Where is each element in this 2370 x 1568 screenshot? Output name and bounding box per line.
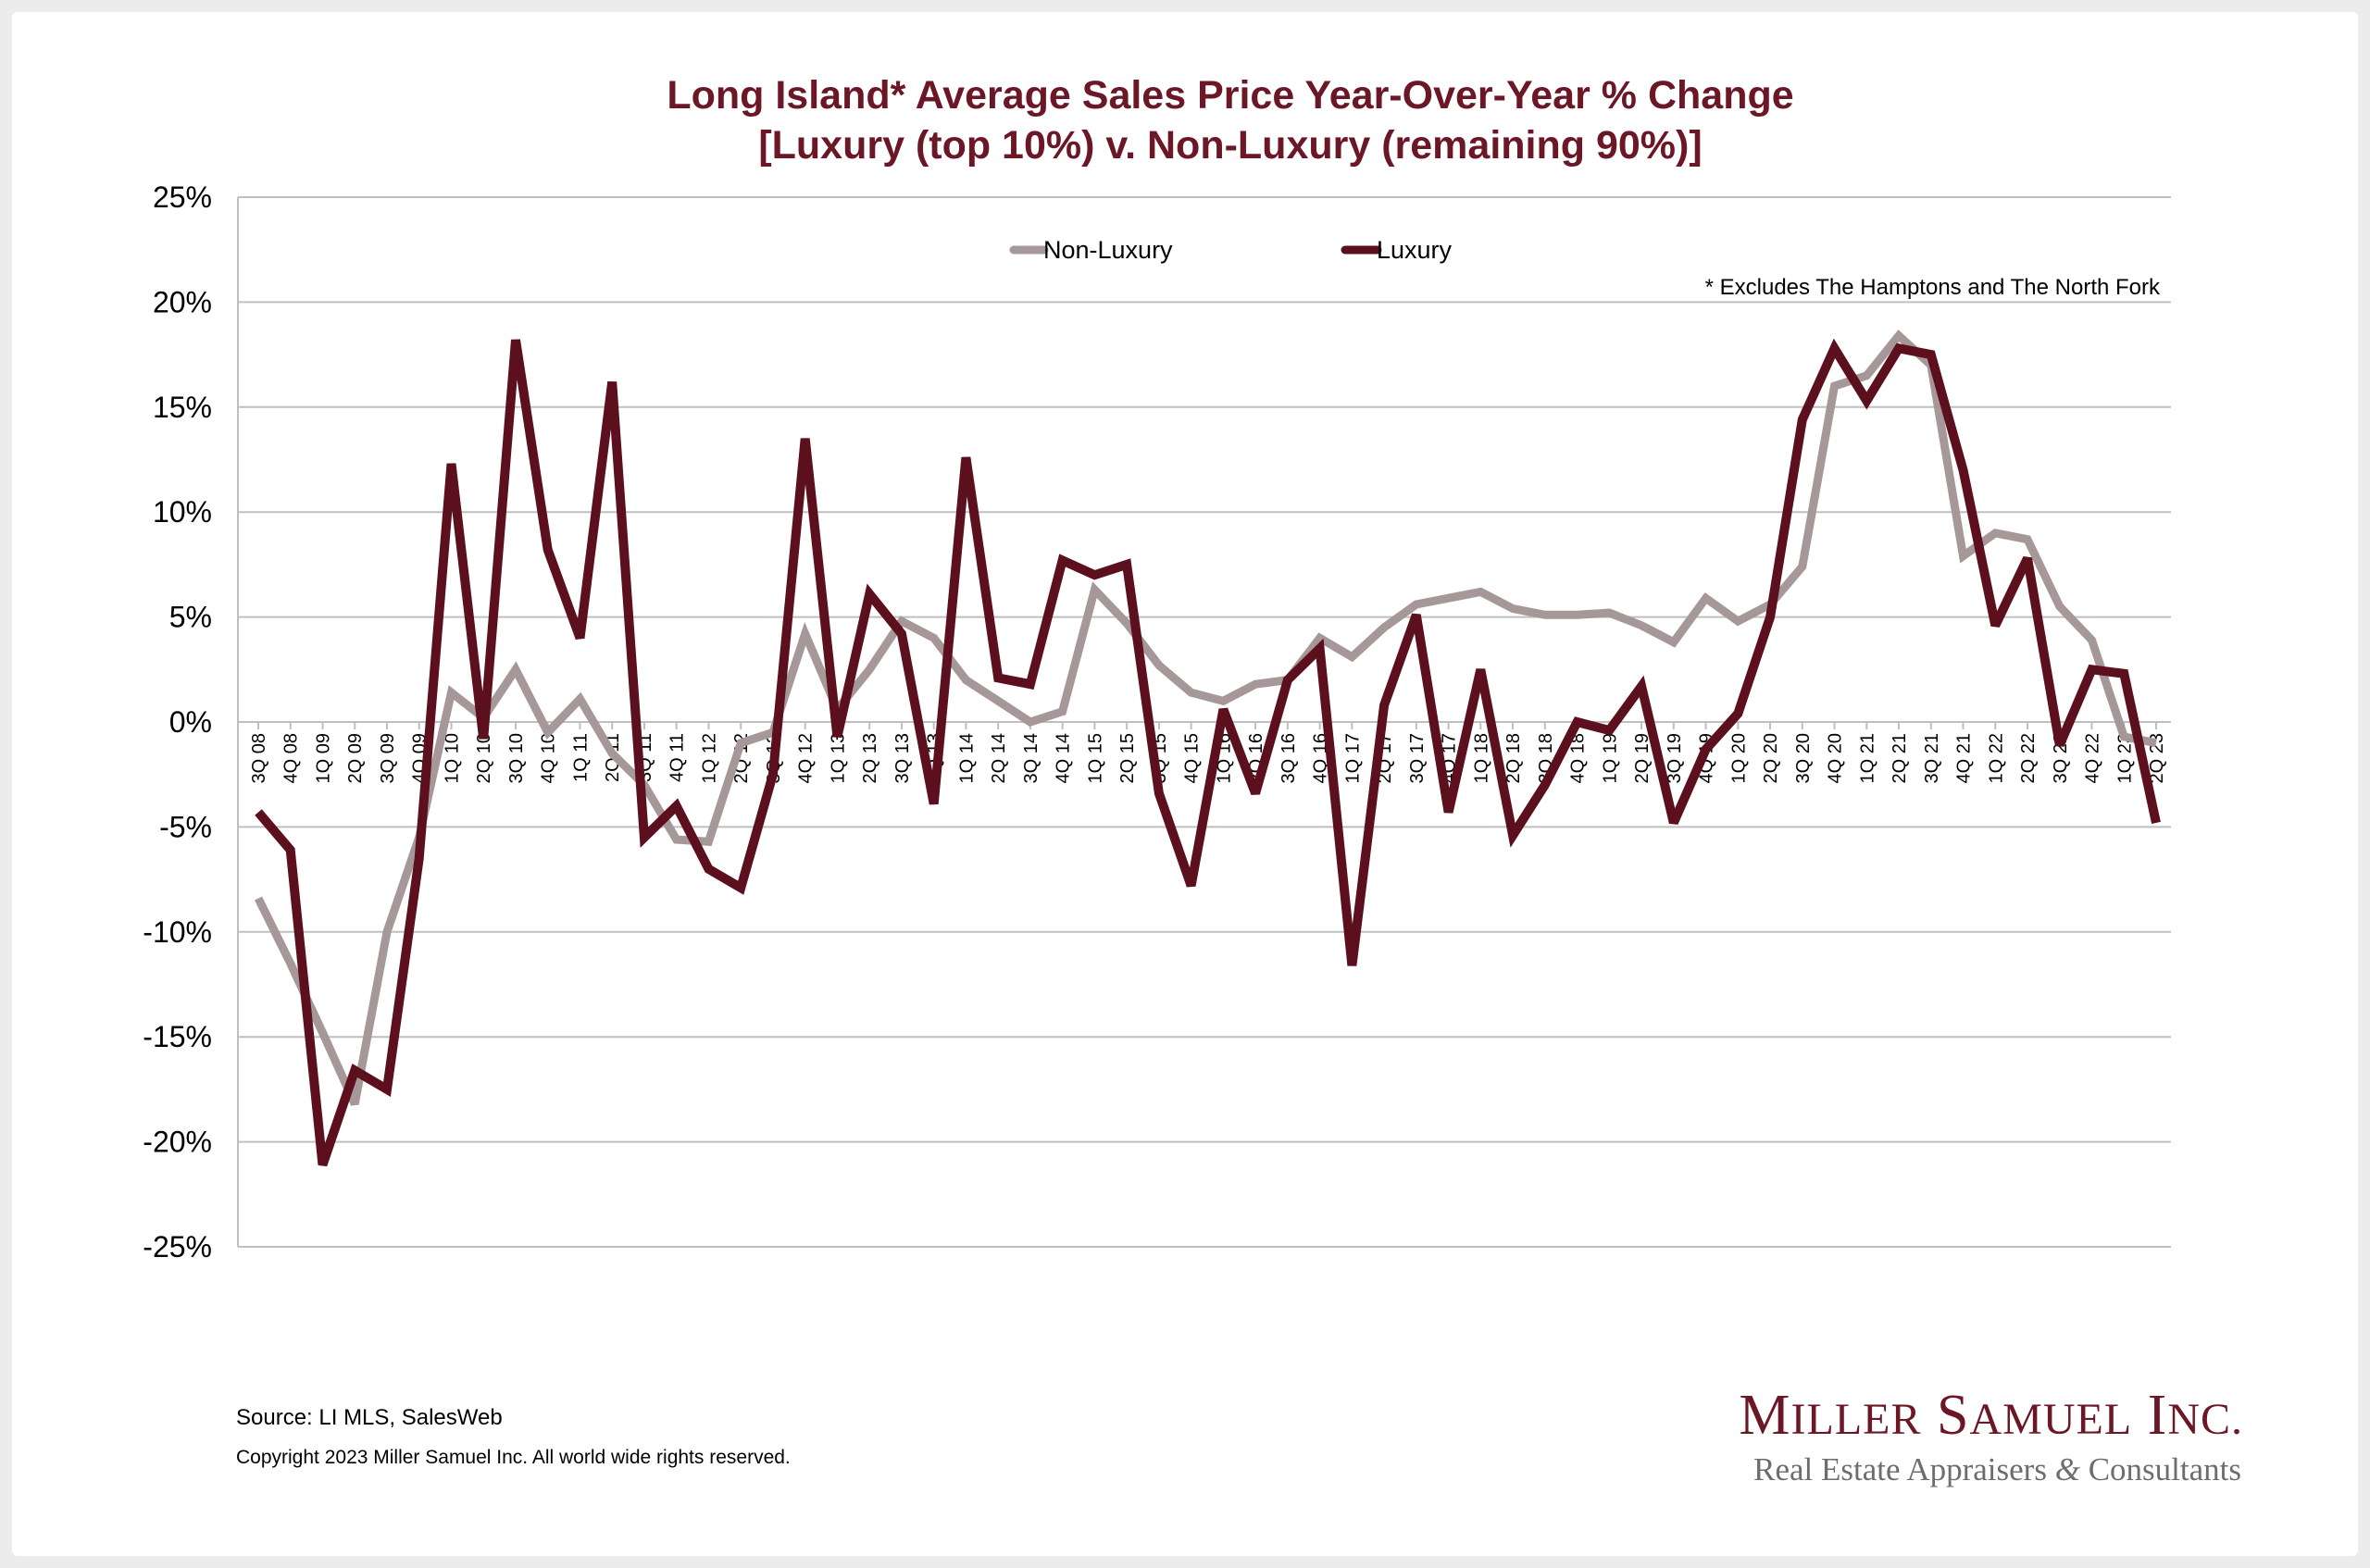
x-tick-label: 2Q 18 [1503,733,1524,783]
x-tick-label: 4Q 08 [281,733,302,783]
x-tick-label: 2Q 21 [1890,733,1910,783]
y-tick-label: 10% [153,495,212,529]
x-tick-label: 4Q 20 [1826,733,1846,783]
x-tick-label: 1Q 20 [1728,733,1749,783]
y-tick-label: -20% [143,1126,212,1159]
y-tick-label: 15% [153,391,212,424]
legend: Non-Luxury Luxury [1009,236,1453,264]
x-tick-label: 4Q 18 [1568,733,1589,783]
chart-annotation: * Excludes The Hamptons and The North Fo… [1705,275,2161,300]
source-note: Source: LI MLS, SalesWeb [236,1405,503,1430]
x-tick-label: 3Q 10 [506,733,527,783]
brand-name: MILLER SAMUEL INC. [1739,1384,2243,1447]
x-tick-label: 2Q 10 [474,733,494,783]
y-tick-label: -25% [143,1230,212,1263]
legend-label-luxury: Luxury [1377,236,1453,264]
y-tick-label: 5% [169,601,212,634]
x-tick-label: 1Q 12 [699,733,719,783]
x-tick-label: 1Q 13 [828,733,848,783]
x-tick-label: 1Q 09 [313,733,333,783]
x-tick-label: 2Q 13 [860,733,880,783]
series-layer [254,330,2161,1167]
x-tick-label: 2Q 19 [1632,733,1653,783]
brand-tagline: Real Estate Appraisers & Consultants [1753,1451,2241,1487]
x-tick-label: 3Q 16 [1279,733,1299,783]
x-tick-label: 4Q 22 [2083,733,2103,783]
x-tick-label: 4Q 14 [1054,733,1074,783]
x-tick-label: 4Q 21 [1954,733,1975,783]
copyright-note: Copyright 2023 Miller Samuel Inc. All wo… [236,1447,791,1468]
x-tick-label: 1Q 10 [442,733,462,783]
y-axis-ticks: 25% 20% 15% 10% 5% 0% -5% -10% -15% -20% -25% [143,180,212,1263]
x-tick-label: 1Q 14 [956,733,977,783]
chart-card: Long Island* Average Sales Price Year-Ov… [12,12,2358,1556]
x-tick-label: 3Q 17 [1407,733,1428,783]
x-tick-label: 4Q 11 [667,733,688,782]
x-tick-label: 3Q 09 [378,733,398,783]
x-tick-label: 1Q 18 [1471,733,1491,783]
x-tick-label: 1Q 23 [2114,733,2135,783]
y-tick-label: 20% [153,285,212,318]
y-tick-label: 0% [169,705,212,739]
x-tick-label: 3Q 20 [1793,733,1814,783]
x-tick-label: 1Q 19 [1600,733,1620,783]
series-line-luxury [255,338,2161,1167]
brand-logo: MILLER SAMUEL INC. Real Estate Appraiser… [1739,1384,2243,1487]
x-tick-label: 3Q 19 [1665,733,1685,783]
x-tick-label: 1Q 22 [1986,733,2006,783]
chart-title: Long Island* Average Sales Price Year-Ov… [667,73,1793,118]
x-tick-label: 2Q 22 [2018,733,2039,783]
x-tick-label: 4Q 15 [1182,733,1203,783]
x-tick-label: 3Q 14 [1021,733,1042,783]
y-tick-label: -15% [143,1020,212,1053]
x-tick-label: 4Q 12 [796,733,817,783]
y-tick-label: -10% [143,915,212,949]
chart-subtitle: [Luxury (top 10%) v. Non-Luxury (remaini… [758,123,1702,168]
x-tick-label: 1Q 11 [570,733,591,782]
x-tick-label: 2Q 14 [989,733,1009,783]
x-tick-label: 1Q 15 [1085,733,1105,783]
x-axis-ticks: 3Q 08 4Q 08 1Q 09 2Q 09 3Q 09 4Q 09 1Q 10 2Q 10… [249,722,2167,783]
y-tick-label: 25% [153,180,212,214]
x-tick-label: 3Q 08 [249,733,269,783]
x-tick-label: 3Q 21 [1922,733,1942,783]
x-tick-label: 2Q 09 [345,733,366,783]
series-line-non-luxury [254,330,2157,1106]
x-tick-label: 1Q 21 [1857,733,1877,783]
x-tick-label: 1Q 17 [1342,733,1363,783]
x-tick-label: 2Q 15 [1117,733,1138,783]
x-tick-label: 3Q 13 [892,733,913,783]
x-tick-label: 4Q 10 [539,733,559,783]
legend-label-non-luxury: Non-Luxury [1043,236,1173,264]
x-tick-label: 2Q 20 [1761,733,1781,783]
line-chart: Long Island* Average Sales Price Year-Ov… [143,73,2243,1487]
y-tick-label: -5% [159,810,212,843]
